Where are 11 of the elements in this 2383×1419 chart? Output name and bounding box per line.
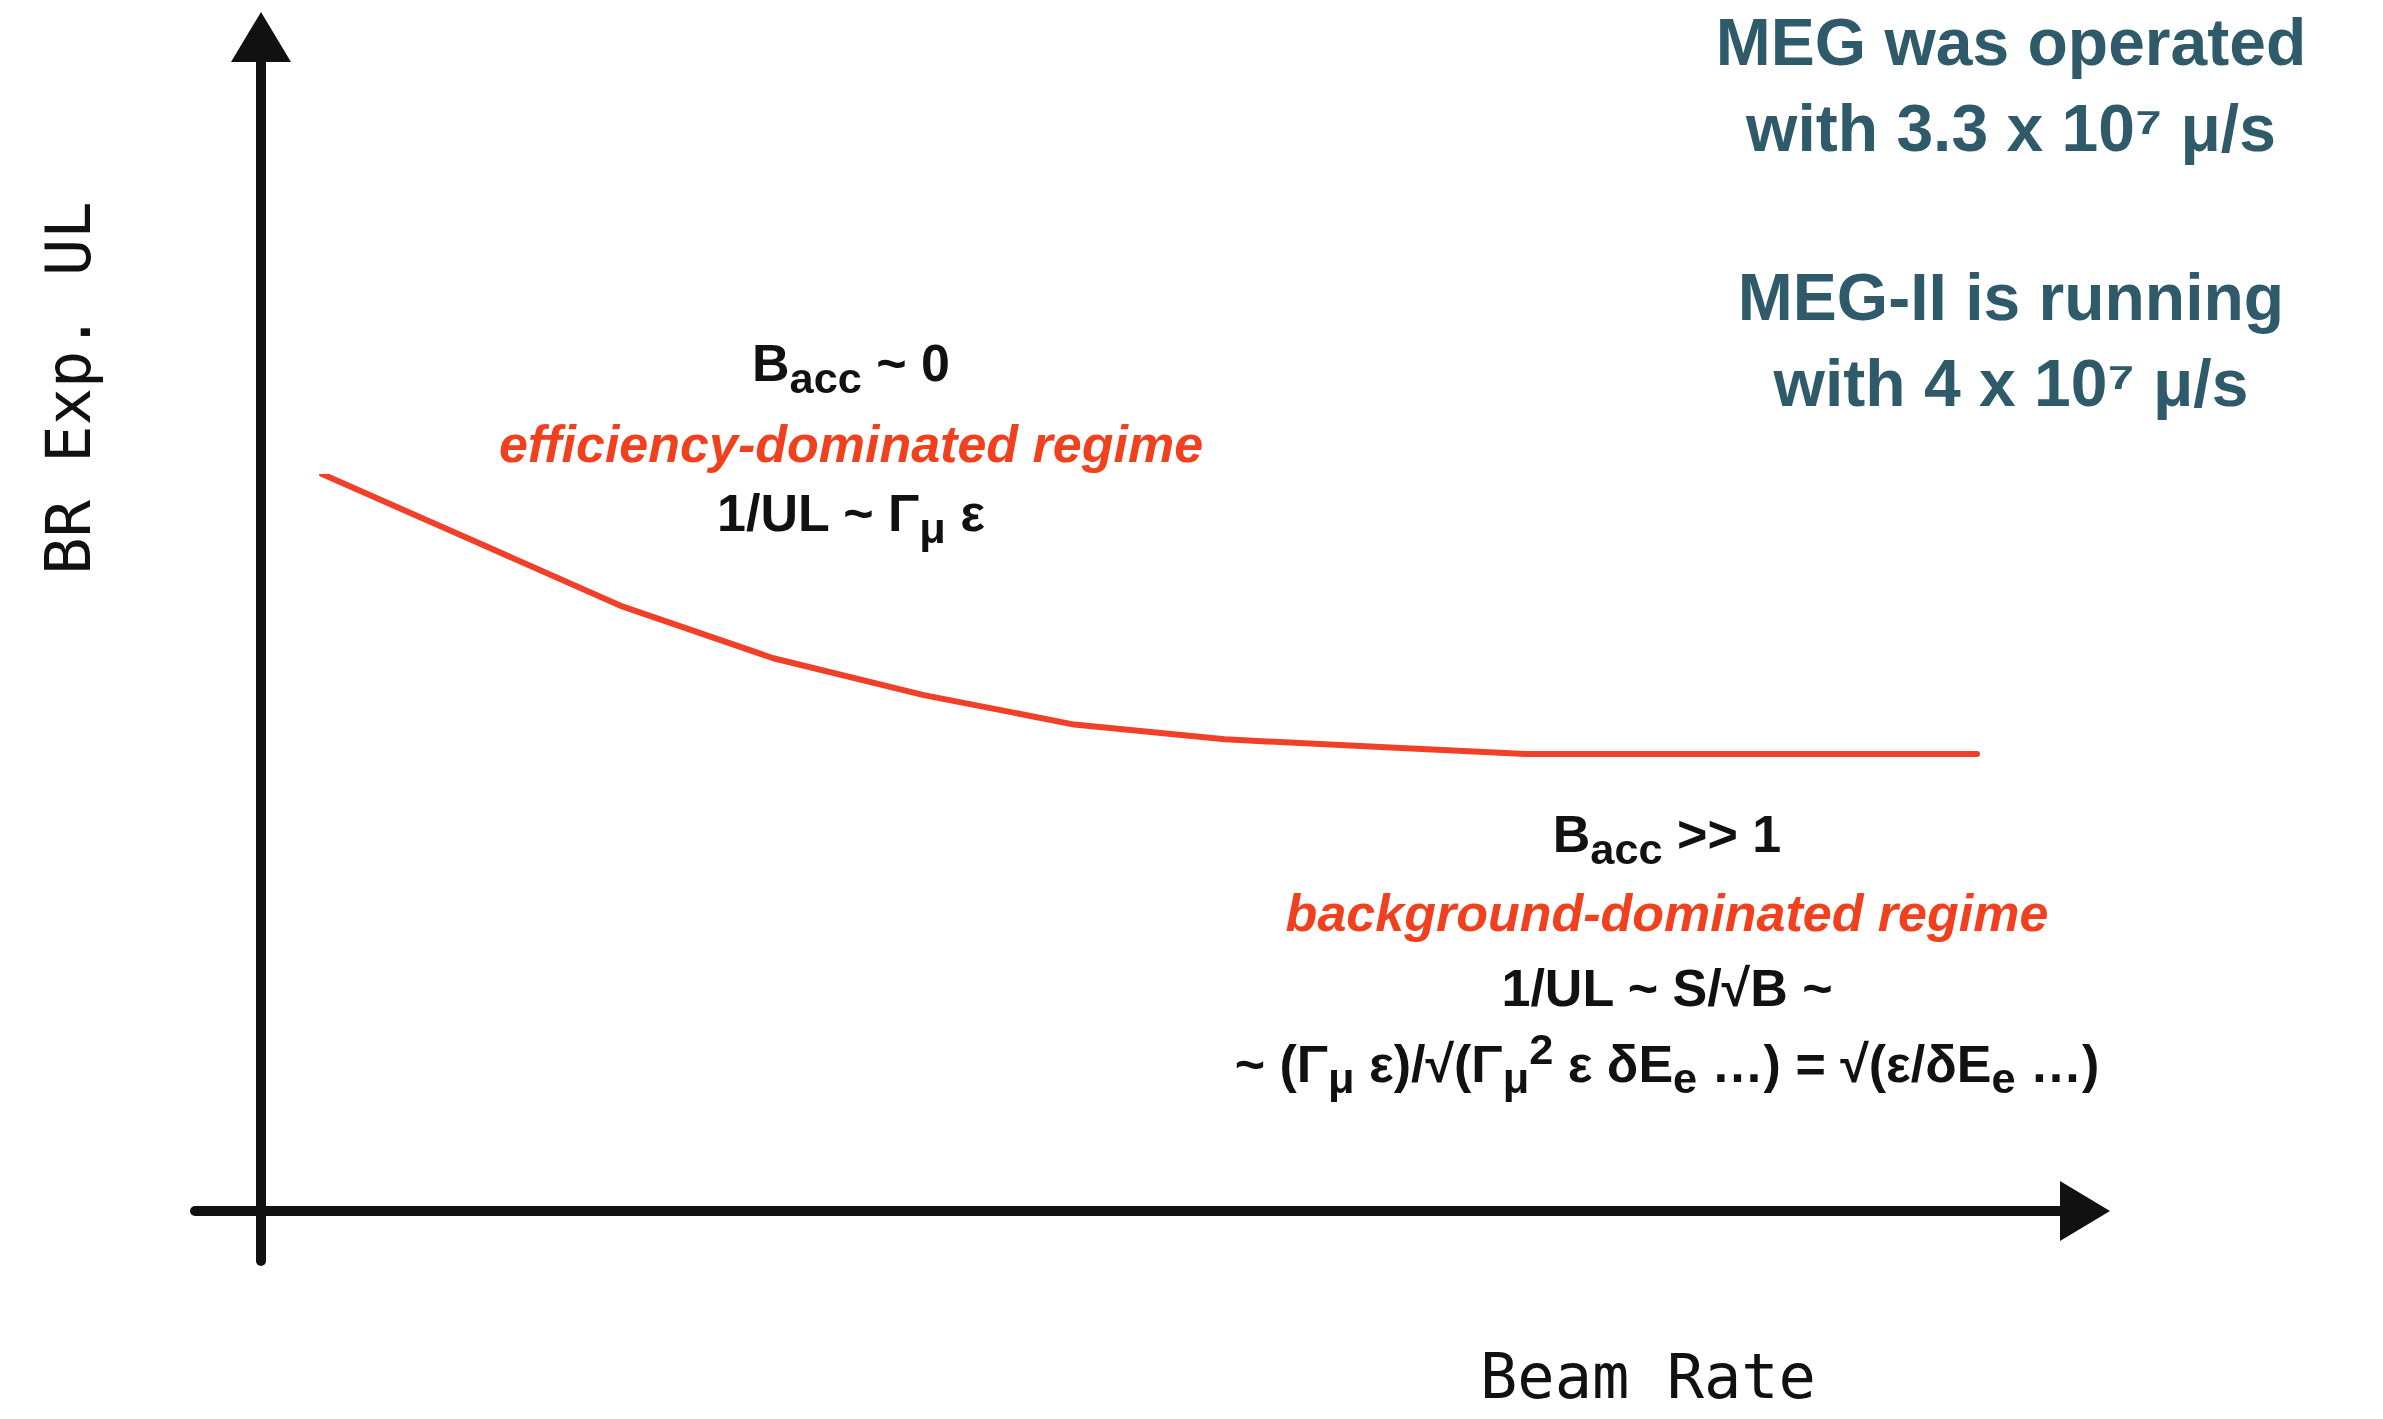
y-axis-title: BR Exp. UL xyxy=(31,201,105,575)
text: MEG-II is running with 4 x 10⁷ μ/s xyxy=(1736,259,2286,422)
annotation: 1/UL ~ Γ$_{μ}$ ε xyxy=(717,483,985,553)
text: efficiency-dominated regime xyxy=(498,414,1204,474)
x-axis-title: Beam Rate xyxy=(1480,1340,1816,1413)
text: ~ (Γ$_{μ}$ ε)/√(Γ$_{μ}$$^{2}$ ε δE$_{e}$ …) = √(ε/δE$_{e}$ …) xyxy=(1234,1024,2100,1103)
annotation: background-dominated regime xyxy=(1285,883,2049,943)
annotation: B$_{acc}$ >> 1 xyxy=(1552,804,1782,874)
text: MEG was operated with 3.3 x 10⁷ μ/s xyxy=(1714,4,2308,167)
annotation: 1/UL ~ S/√B ~ xyxy=(1501,958,1833,1018)
text: B$_{acc}$ ~ 0 xyxy=(751,333,951,403)
